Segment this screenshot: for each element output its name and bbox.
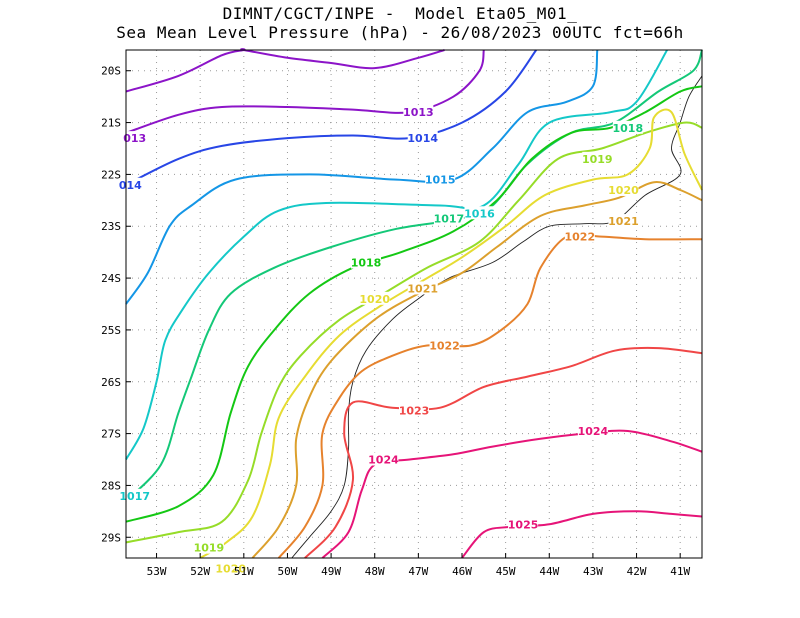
x-tick-label: 50W: [278, 565, 298, 578]
isobar-label-1017: 1017: [434, 212, 465, 225]
isobar-label-bg: [115, 177, 146, 191]
isobar-label-1024: 1024: [368, 454, 399, 467]
plot-frame: [125, 49, 703, 559]
y-tick-label: 22S: [101, 168, 121, 181]
y-tick-label: 27S: [101, 428, 121, 441]
isobar-label-1018: 1018: [351, 257, 382, 270]
x-tick-label: 41W: [670, 565, 690, 578]
isobar-label-bg: [612, 120, 643, 134]
y-tick-label: 28S: [101, 479, 121, 492]
isobar-label-bg: [215, 561, 246, 575]
x-tick-label: 53W: [147, 565, 167, 578]
isobar-1013: [125, 49, 485, 134]
isobar-label-bg: [429, 338, 460, 352]
isobar-label-1020: 1020: [608, 184, 639, 197]
isobar-label-bg: [351, 255, 381, 269]
isobar-label-bg: [407, 131, 438, 145]
isobar-label-bg: [119, 131, 150, 145]
x-tick-label: 44W: [539, 565, 559, 578]
isobar-label-bg: [407, 281, 438, 295]
isobar-label-1014: 014: [119, 179, 142, 192]
isobar-label-1019: 1019: [582, 153, 613, 166]
y-tick-label: 26S: [101, 376, 121, 389]
x-tick-label: 43W: [583, 565, 603, 578]
isobar-label-1021: 1021: [608, 215, 639, 228]
chart-subtitle: DIMNT/CGCT/INPE - Model Eta05_M01_: [222, 4, 578, 23]
x-tick-label: 45W: [496, 565, 516, 578]
isobar-label-1017: 1018: [613, 122, 644, 135]
x-tick-label: 48W: [365, 565, 385, 578]
isobar-label-1024: 1024: [578, 425, 609, 438]
x-tick-label: 46W: [452, 565, 472, 578]
isobar-1020: [199, 108, 703, 559]
coastline-path: [291, 75, 703, 559]
isobar-label-bg: [359, 291, 390, 305]
y-axis-ticks: 20S 21S 22S 23S 24S 25S 26S 27S 28S 29S: [101, 65, 131, 544]
chart-title: Sea Mean Level Pressure (hPa) - 26/08/20…: [116, 23, 684, 42]
isobar-label-bg: [577, 424, 608, 437]
isobar-label-bg: [403, 105, 434, 119]
isobar-label-bg: [119, 488, 150, 502]
isobar-1013: [125, 48, 445, 93]
isobar-label-1020: 1020: [359, 293, 390, 306]
x-tick-label: 47W: [408, 565, 428, 578]
isobar-label-1020: 1020: [215, 562, 246, 575]
y-tick-label: 25S: [101, 324, 121, 337]
isobar-label-bg: [464, 206, 495, 220]
y-tick-label: 23S: [101, 220, 121, 233]
isobar-label-1025: 1025: [508, 518, 539, 531]
isobar-label-bg: [608, 182, 639, 196]
isobar-label-1016: 1016: [464, 207, 495, 220]
isobar-label-bg: [433, 211, 464, 225]
chart-title-block: DIMNT/CGCT/INPE - Model Eta05_M01_ Sea M…: [0, 4, 800, 42]
isobar-label-1023: 1023: [399, 404, 430, 417]
x-tick-label: 42W: [627, 565, 647, 578]
isobar-label-bg: [368, 452, 399, 466]
x-tick-label: 52W: [190, 565, 210, 578]
isobar-label-1022: 1022: [429, 339, 460, 352]
isobar-1024: [321, 429, 703, 559]
isobar-label-bg: [193, 540, 224, 554]
isobar-label-bg: [425, 172, 456, 186]
isobar-label-bg: [582, 151, 613, 165]
isobar-label-bg: [508, 517, 539, 531]
isobar-label-1016: 1017: [119, 490, 150, 503]
isobar-1025: [461, 510, 703, 559]
isobar-label-bg: [608, 214, 639, 228]
isobar-label-1013: 013: [123, 132, 146, 145]
isobar-label-1019: 1019: [194, 542, 225, 555]
x-tick-label: 51W: [234, 565, 254, 578]
isobar-1023: [304, 346, 703, 559]
y-tick-label: 29S: [101, 531, 121, 544]
isobar-1017: [125, 49, 703, 502]
isobar-label-1022: 1022: [565, 231, 596, 244]
isobar-1014: [125, 49, 538, 186]
x-tick-label: 49W: [321, 565, 341, 578]
isobar-label-bg: [564, 229, 595, 243]
isobar-1016: [125, 49, 668, 460]
isobar-label-1014: 1014: [407, 132, 438, 145]
isobar-label-bg: [399, 403, 429, 417]
x-axis-ticks: 53W 52W 51W 50W 49W 48W 47W 46W 45W 44W 43W 42W 41W: [147, 553, 690, 578]
isobar-label-1021: 1021: [407, 282, 438, 295]
isobar-label-1015: 1015: [425, 174, 456, 187]
y-tick-label: 21S: [101, 117, 121, 130]
isobar-1022: [277, 233, 703, 559]
isobar-1015: [125, 49, 599, 305]
y-tick-label: 20S: [101, 65, 121, 78]
isobar-label-1013: 1013: [403, 106, 434, 119]
isobar-1018: [125, 85, 703, 523]
y-tick-label: 24S: [101, 272, 121, 285]
coastline: [291, 75, 703, 559]
